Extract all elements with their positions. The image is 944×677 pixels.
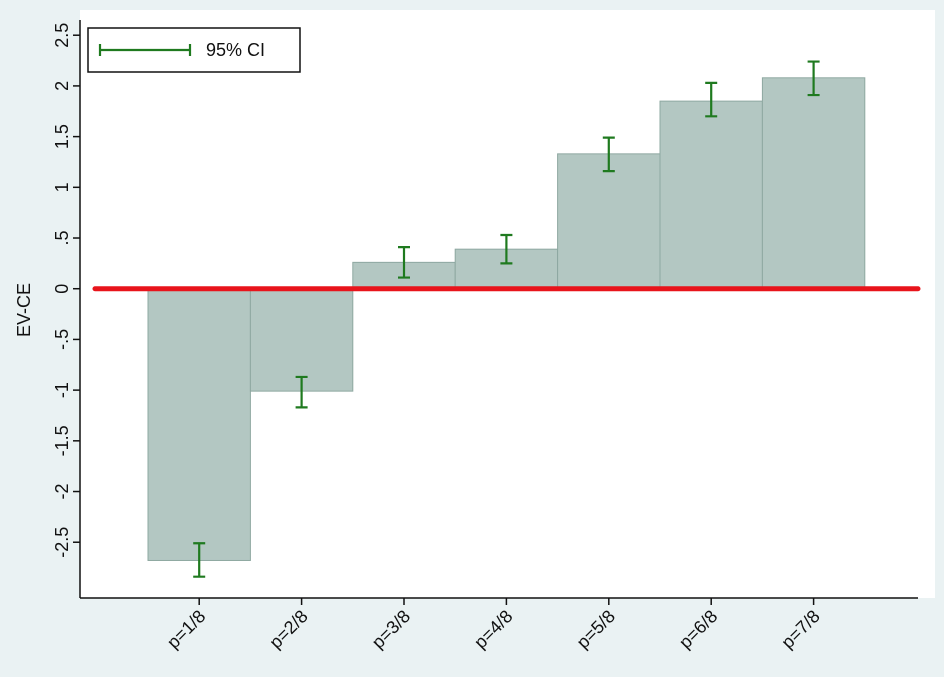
y-tick-label: 1.5 [52,124,72,149]
bar [659,100,763,290]
y-tick-label: -.5 [52,329,72,350]
error-bar [705,81,718,118]
error-bar [193,542,206,578]
y-tick-label: -1 [52,382,72,398]
error-bar [398,246,410,279]
y-tick-label: 0 [52,284,72,294]
y-tick-label: -2 [52,484,72,500]
error-bar [807,60,820,97]
y-tick-label: 2.5 [52,23,72,48]
bar [147,288,251,561]
y-tick-label: 2 [52,81,72,91]
error-bar [295,375,308,409]
legend-label: 95% CI [206,40,265,60]
bar [761,77,866,290]
bar [249,288,354,392]
legend-symbol [98,44,192,56]
y-tick-label: -1.5 [52,425,72,456]
y-tick-label: -2.5 [52,527,72,558]
y-axis-label: EV-CE [14,283,34,337]
bar [557,153,661,290]
error-bar [602,136,615,173]
y-tick-label: 1 [52,182,72,192]
error-bar [500,233,513,265]
y-tick-label: .5 [52,231,72,246]
